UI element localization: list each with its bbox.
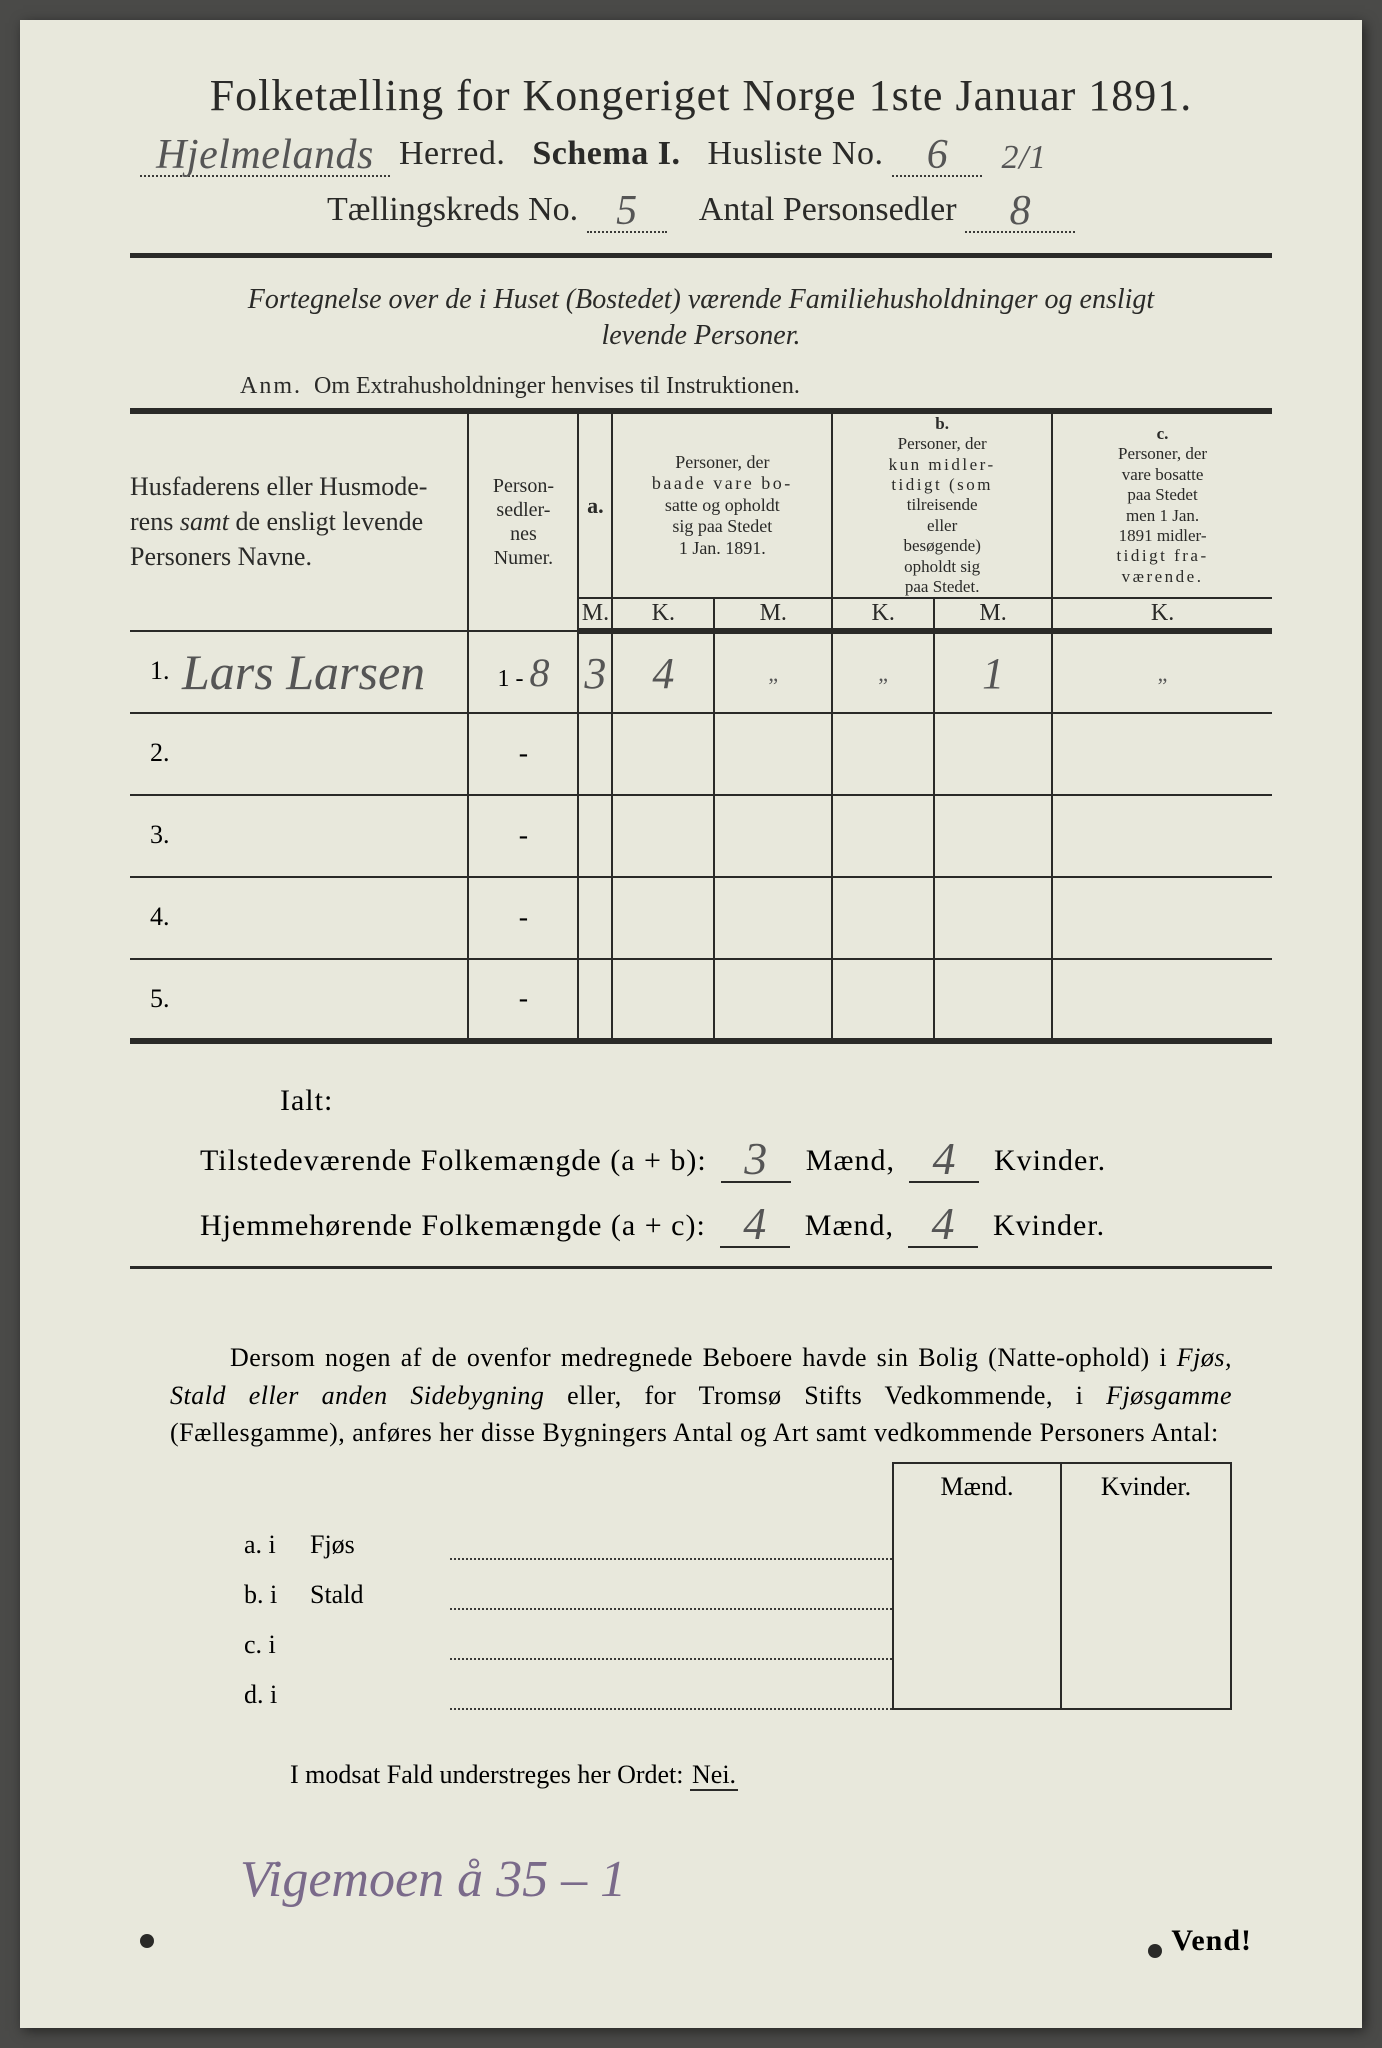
fortegnelse-l1: Fortegnelse over de i Huset (Bostedet) v…: [248, 284, 1154, 315]
sum-present: Tilstedeværende Folkemængde (a + b): 3 M…: [200, 1128, 1272, 1183]
husliste-suffix: 2/1: [1001, 139, 1046, 176]
mk-c-k: K.: [1052, 598, 1272, 631]
main-census-table: Husfaderens eller Husmode- rens samt de …: [130, 408, 1272, 1044]
col-letter-a: a.: [578, 411, 612, 599]
mk-a-k: K.: [612, 598, 714, 631]
vend-label: Vend!: [1171, 1924, 1252, 1958]
herred-label: Herred.: [399, 135, 505, 172]
mk-b-m: M.: [714, 598, 832, 631]
husliste-label: Husliste No.: [707, 135, 883, 172]
sum2-maend: Mænd,: [805, 1209, 894, 1242]
mk-a-m: M.: [578, 598, 612, 631]
anm-text: Om Extrahusholdninger henvises til Instr…: [314, 373, 800, 399]
sum2-label: Hjemmehørende Folkemængde (a + c):: [200, 1209, 706, 1242]
modsat-nei: Nei.: [690, 1760, 738, 1791]
col-header-person-no: Person- sedler- nes Numer.: [468, 411, 578, 631]
mk-b-k: K.: [832, 598, 934, 631]
bottom-handwriting: Vigemoen å 35 – 1: [240, 1850, 1272, 1909]
modsat-text: I modsat Fald understreges her Ordet:: [290, 1760, 684, 1789]
anm-label: Anm.: [240, 373, 302, 399]
outbuilding-row: c. i: [240, 1610, 1232, 1660]
census-form-page: Folketælling for Kongeriget Norge 1ste J…: [20, 20, 1362, 2028]
col-header-names: Husfaderens eller Husmode- rens samt de …: [130, 411, 468, 631]
outbuilding-head-m: Mænd.: [892, 1462, 1062, 1510]
sum1-maend: Mænd,: [806, 1144, 895, 1177]
outbuilding-head-k: Kvinder.: [1062, 1462, 1232, 1510]
header-line-1: Hjelmelands Herred. Schema I. Husliste N…: [140, 127, 1272, 177]
outbuilding-header: Mænd. Kvinder.: [240, 1462, 1232, 1510]
anm-note: Anm. Om Extrahusholdninger henvises til …: [240, 373, 1272, 400]
col-header-c: c. Personer, der vare bosatte paa Stedet…: [1052, 411, 1272, 599]
kreds-label: Tællingskreds No.: [327, 191, 578, 228]
form-title: Folketælling for Kongeriget Norge 1ste J…: [130, 70, 1272, 121]
modsat-line: I modsat Fald understreges her Ordet: Ne…: [290, 1760, 1272, 1790]
kreds-no: 5: [616, 188, 637, 234]
col-header-a: Personer, der baade vare bo- satte og op…: [612, 411, 832, 599]
schema-label: Schema I.: [532, 135, 680, 172]
table-row: 2.-: [130, 713, 1272, 795]
sum1-m: 3: [744, 1133, 768, 1184]
fortegnelse-l2: levende Personer.: [601, 320, 800, 351]
header-line-2: Tællingskreds No. 5 Antal Personsedler 8: [130, 183, 1272, 233]
fortegnelse-heading: Fortegnelse over de i Huset (Bostedet) v…: [170, 282, 1232, 355]
sum1-label: Tilstedeværende Folkemængde (a + b):: [200, 1144, 707, 1177]
sum2-kvinder: Kvinder.: [993, 1209, 1105, 1242]
table-row: 1.Lars Larsen1 - 834„„1„: [130, 631, 1272, 713]
outbuilding-table: Mænd. Kvinder. a. iFjøsb. iStaldc. id. i: [240, 1462, 1232, 1710]
table-row: 4.-: [130, 877, 1272, 959]
mk-c-m: M.: [934, 598, 1052, 631]
antal-value: 8: [1010, 188, 1031, 234]
outbuilding-row: a. iFjøs: [240, 1510, 1232, 1560]
ialt-label: Ialt:: [280, 1084, 1272, 1118]
husliste-no: 6: [927, 132, 949, 178]
punch-hole-left: [140, 1934, 154, 1948]
sum2-m: 4: [743, 1198, 767, 1249]
sum1-kvinder: Kvinder.: [994, 1144, 1106, 1177]
sum-resident: Hjemmehørende Folkemængde (a + c): 4 Mæn…: [200, 1193, 1272, 1248]
col-header-b: b. Personer, der kun midler- tidigt (som…: [832, 411, 1052, 599]
outbuilding-row: b. iStald: [240, 1560, 1232, 1610]
sum2-k: 4: [931, 1198, 955, 1249]
table-row: 3.-: [130, 795, 1272, 877]
sum1-k: 4: [932, 1133, 956, 1184]
divider-2: [130, 1266, 1272, 1269]
dersom-paragraph: Dersom nogen af de ovenfor medregnede Be…: [170, 1339, 1232, 1452]
punch-hole-right: [1148, 1944, 1162, 1958]
table-body: 1.Lars Larsen1 - 834„„1„2.-3.-4.-5.-: [130, 631, 1272, 1041]
outbuilding-row: d. i: [240, 1660, 1232, 1710]
herred-value: Hjelmelands: [156, 132, 374, 178]
table-row: 5.-: [130, 959, 1272, 1041]
divider-1: [130, 253, 1272, 258]
antal-label: Antal Personsedler: [699, 191, 957, 228]
